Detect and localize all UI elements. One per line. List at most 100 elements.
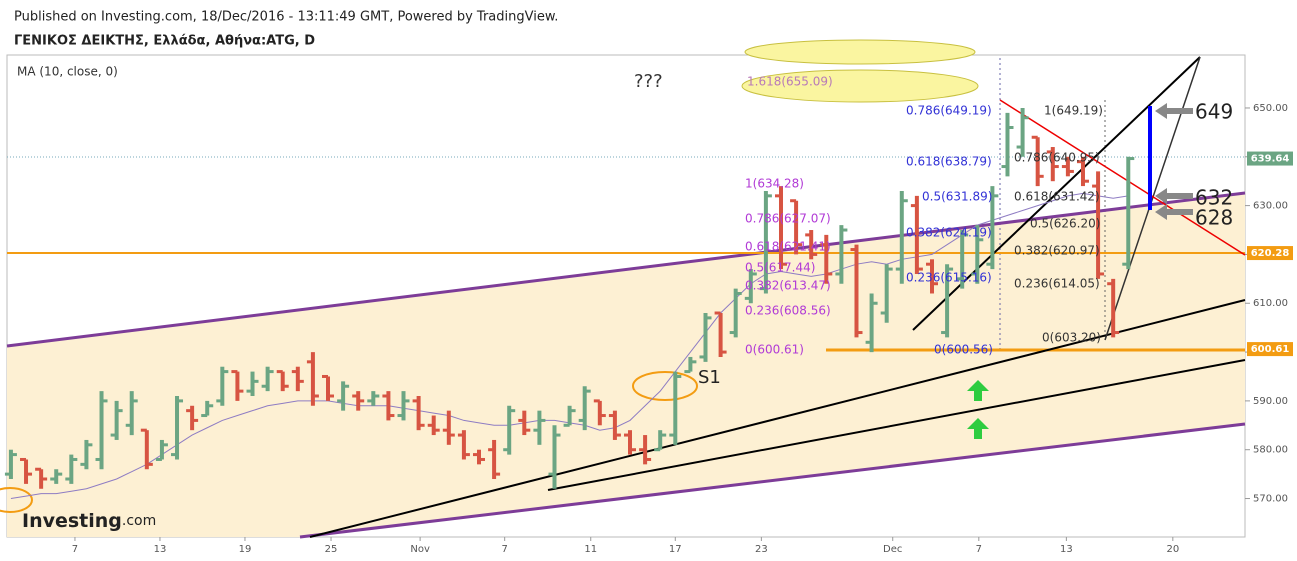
price-bar <box>533 410 546 445</box>
logo: Investing.com <box>22 510 156 532</box>
price-bar <box>941 264 954 338</box>
x-tick-label: 7 <box>976 544 982 555</box>
price-bar <box>50 469 63 484</box>
price-bar <box>820 234 833 284</box>
price-bar <box>306 352 319 406</box>
price-bar <box>714 311 727 357</box>
price-bar <box>971 225 984 284</box>
price-bar <box>291 366 304 392</box>
y-tick-label: 630.00 <box>1253 201 1288 212</box>
price-bar <box>140 428 153 470</box>
price-bar <box>578 386 591 431</box>
price-bar <box>186 405 199 431</box>
price-bar <box>337 381 350 411</box>
price-bar <box>1001 112 1014 177</box>
price-bar <box>503 405 516 455</box>
fib-label: 0.618(638.79) <box>906 155 992 169</box>
price-bar <box>397 391 410 421</box>
trend-line <box>1104 56 1201 341</box>
y-tick-label: 650.00 <box>1253 103 1288 114</box>
x-tick-label: 7 <box>72 544 78 555</box>
channel-bottom <box>299 422 1246 539</box>
support-label: S1 <box>698 367 721 388</box>
annotation: ??? <box>634 71 663 92</box>
x-tick-label: Nov <box>410 544 430 555</box>
price-bar <box>624 430 637 455</box>
price-bars <box>4 107 1135 500</box>
y-tick-label: 610.00 <box>1253 298 1288 309</box>
price-bar <box>125 391 138 436</box>
fib-label: 0.618(621.41) <box>745 240 831 254</box>
price-bar <box>865 293 878 353</box>
price-bar <box>1031 135 1044 187</box>
price-bar <box>276 370 289 392</box>
y-tick-label: 570.00 <box>1253 494 1288 505</box>
x-tick-label: 19 <box>239 544 252 555</box>
price-bar <box>895 190 908 284</box>
fib-label: 0.5(631.89) <box>922 190 992 204</box>
price-bar <box>80 439 93 470</box>
price-bar <box>382 391 395 421</box>
x-tick-label: 23 <box>755 544 768 555</box>
fib-label: 1(649.19) <box>1044 104 1103 118</box>
price-bar <box>518 410 531 436</box>
price-bar <box>442 410 455 445</box>
price-bar <box>1046 147 1059 182</box>
grid <box>74 107 1250 541</box>
price-bar <box>548 425 561 489</box>
x-tick-label: 7 <box>501 544 507 555</box>
fib-label: 0.5(626.20) <box>1030 217 1100 231</box>
price-bar <box>261 366 274 392</box>
y-tick-label: 590.00 <box>1253 396 1288 407</box>
price-bar <box>35 467 48 489</box>
logo-suffix: .com <box>122 513 156 529</box>
x-tick-label: 13 <box>154 544 167 555</box>
price-bar <box>155 439 168 461</box>
ellipse <box>632 371 698 401</box>
channel-top <box>6 191 1246 348</box>
fib-label: 0.786(640.95) <box>1014 151 1100 165</box>
price-bar <box>1076 156 1089 187</box>
price-bar <box>593 399 606 426</box>
price-bar <box>473 449 486 465</box>
price-bar <box>65 454 78 484</box>
fib-label: 1(634.28) <box>745 177 804 191</box>
price-bar <box>774 186 787 270</box>
trend-line <box>547 359 1246 491</box>
left-arrow <box>1155 188 1193 204</box>
price-bar <box>925 259 938 294</box>
price-bar <box>956 230 969 289</box>
left-arrow <box>1155 103 1193 119</box>
price-bar <box>835 225 848 284</box>
price-bar <box>427 415 440 436</box>
price-bar <box>20 457 33 484</box>
indicator-label: MA (10, close, 0) <box>17 65 118 79</box>
up-arrow <box>967 418 989 439</box>
ellipse <box>0 487 33 513</box>
price-bar <box>608 410 621 440</box>
price-bar <box>367 391 380 406</box>
price-bar <box>684 356 697 374</box>
price-bar <box>790 199 803 255</box>
left-arrow <box>1155 204 1193 220</box>
price-bar <box>95 391 108 470</box>
fib-label: 0.236(615.16) <box>906 271 992 285</box>
x-tick-label: 17 <box>669 544 682 555</box>
price-bar <box>805 230 818 260</box>
price-bar <box>322 374 335 401</box>
price-bar <box>759 190 772 294</box>
trend-line <box>309 299 1246 538</box>
price-bar <box>850 244 863 338</box>
annotations: ??? 1.618(655.09) 1(634.28) 0.786(627.07… <box>634 71 1233 388</box>
fib-label: 0.382(613.47) <box>745 279 831 293</box>
price-label: 639.64 <box>1251 154 1290 165</box>
symbol-line: ΓΕΝΙΚΟΣ ΔΕΙΚΤΗΣ, Ελλάδα, Αθήνα:ATG, D <box>14 34 315 49</box>
chart-layers <box>7 39 1245 537</box>
x-tick-label: 13 <box>1060 544 1073 555</box>
fib-label: 1.618(655.09) <box>747 75 833 89</box>
target-label: 632 <box>1195 186 1233 210</box>
ellipse <box>741 69 979 103</box>
price-bar <box>729 288 742 338</box>
price-bar <box>231 370 244 401</box>
